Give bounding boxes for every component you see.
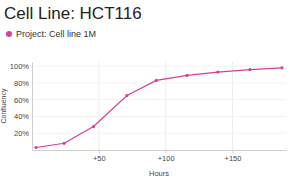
data-point bbox=[62, 142, 65, 145]
tick: +150 bbox=[225, 150, 242, 163]
tick-mark bbox=[166, 150, 167, 153]
data-point bbox=[92, 125, 95, 128]
tick: 100% bbox=[10, 62, 32, 71]
tick: 80% bbox=[14, 79, 32, 88]
tick-label: +100 bbox=[158, 154, 175, 163]
data-point bbox=[216, 70, 219, 73]
data-point bbox=[185, 74, 188, 77]
grid-line bbox=[32, 116, 286, 117]
grid-line bbox=[32, 82, 286, 83]
tick-label: +50 bbox=[93, 154, 106, 163]
grid-line bbox=[32, 133, 286, 134]
grid-line bbox=[32, 99, 286, 100]
chart: Cell Line: HCT116 Project: Cell line 1M +5… bbox=[0, 0, 290, 180]
grid-line bbox=[32, 66, 286, 67]
data-point bbox=[125, 94, 128, 97]
data-point bbox=[155, 79, 158, 82]
grid-line bbox=[232, 62, 233, 150]
x-axis-title: Hours bbox=[149, 169, 169, 178]
tick-label: 20% bbox=[14, 129, 29, 138]
grid bbox=[32, 62, 286, 150]
tick: 20% bbox=[14, 129, 32, 138]
data-point bbox=[34, 146, 37, 149]
x-axis: +50 +100 +150 bbox=[33, 150, 287, 163]
legend-marker bbox=[6, 31, 12, 37]
title: Cell Line: HCT116 bbox=[4, 4, 142, 23]
series-line bbox=[36, 68, 282, 148]
axis-line bbox=[32, 63, 33, 151]
tick: 60% bbox=[14, 96, 32, 105]
y-axis-title: Confluency bbox=[0, 88, 8, 124]
tick-label: 100% bbox=[10, 62, 30, 71]
legend: Project: Cell line 1M bbox=[6, 29, 96, 39]
tick: +50 bbox=[93, 150, 106, 163]
axis-line bbox=[33, 150, 287, 151]
tick-label: 60% bbox=[14, 96, 29, 105]
tick: 40% bbox=[14, 112, 32, 121]
legend-label: Project: Cell line 1M bbox=[16, 29, 96, 39]
grid-line bbox=[98, 62, 99, 150]
tick-label: +150 bbox=[225, 154, 242, 163]
tick-label: 40% bbox=[14, 112, 29, 121]
tick: +100 bbox=[158, 150, 175, 163]
grid-line bbox=[165, 62, 166, 150]
plot-area bbox=[34, 66, 283, 149]
data-point bbox=[280, 66, 283, 69]
tick-mark bbox=[99, 150, 100, 153]
tick-mark bbox=[233, 150, 234, 153]
tick-label: 80% bbox=[14, 79, 29, 88]
data-point bbox=[248, 68, 251, 71]
y-axis: 20% 40% 60% 80% 100% bbox=[10, 62, 33, 150]
